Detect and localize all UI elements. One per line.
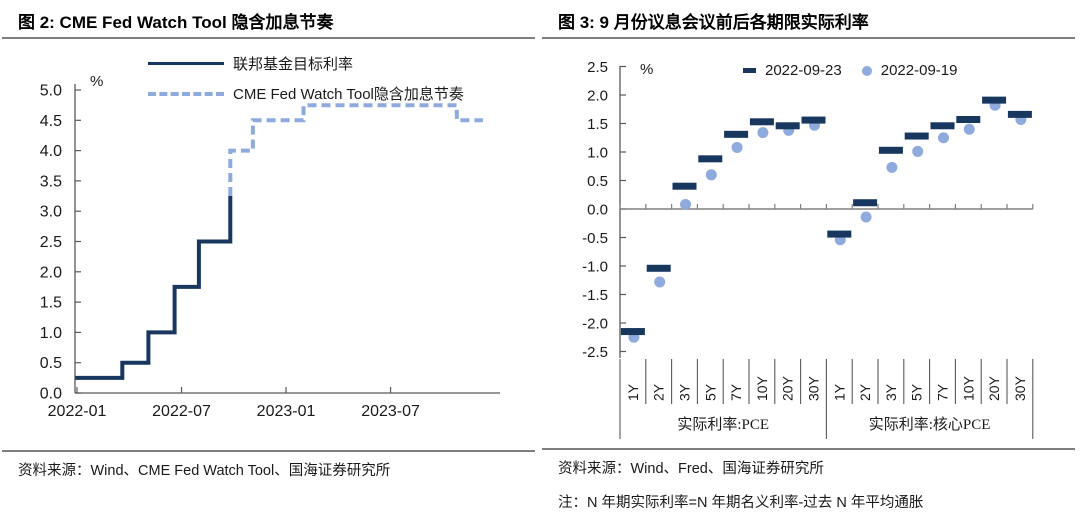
figure-3-bottom-rule	[542, 448, 1075, 450]
svg-text:-1.0: -1.0	[582, 259, 608, 276]
svg-text:2.5: 2.5	[40, 234, 62, 251]
figure-3-panel: 图 3: 9 月份议息会议前后各期限实际利率 2.5 2.0 1.5 1.0 0.5 0.…	[540, 0, 1080, 528]
svg-text:2Y: 2Y	[857, 383, 873, 401]
legend-item-2022-09-23: 2022-09-23	[743, 62, 842, 79]
svg-text:2.0: 2.0	[587, 88, 608, 105]
real-rates-scatter-chart: 2.5 2.0 1.5 1.0 0.5 0.0 -0.5 -1.0 -1.5 -2.0 -2.5% 1…	[582, 59, 1034, 439]
dashed-line-marker	[148, 91, 224, 96]
figure-3-title-rule	[542, 37, 1075, 39]
svg-text:2.5: 2.5	[587, 59, 608, 76]
svg-text:5.0: 5.0	[40, 83, 62, 100]
svg-text:1.5: 1.5	[587, 116, 608, 133]
svg-text:1Y: 1Y	[831, 383, 847, 401]
figure-2-source: 资料来源：Wind、CME Fed Watch Tool、国海证券研究所	[18, 463, 391, 479]
svg-text:2023-07: 2023-07	[361, 403, 420, 420]
figure-2-title: 图 2: CME Fed Watch Tool 隐含加息节奏	[18, 13, 334, 32]
solid-line-marker	[148, 62, 224, 65]
svg-text:5Y: 5Y	[909, 383, 925, 401]
svg-text:7Y: 7Y	[728, 383, 744, 401]
svg-text:0.0: 0.0	[40, 386, 62, 403]
svg-text:10Y: 10Y	[754, 375, 770, 401]
svg-text:20Y: 20Y	[780, 375, 796, 401]
svg-text:2022-01: 2022-01	[48, 403, 107, 420]
legend-label-fed-funds: 联邦基金目标利率	[233, 56, 354, 73]
svg-text:2022-07: 2022-07	[152, 403, 211, 420]
svg-text:0.5: 0.5	[40, 355, 62, 372]
figure-3-note: 注：N 年期实际利率=N 年期名义利率-过去 N 年平均通胀	[558, 495, 924, 511]
svg-text:-2.0: -2.0	[582, 316, 608, 333]
svg-text:3Y: 3Y	[677, 383, 693, 401]
svg-text:4.5: 4.5	[40, 113, 62, 130]
svg-text:2Y: 2Y	[651, 383, 667, 401]
svg-text:3.0: 3.0	[40, 204, 62, 221]
figure-3-legend: 2022-09-23 2022-09-19	[743, 62, 957, 79]
svg-text:-0.5: -0.5	[582, 230, 608, 247]
figure-2-legend: 联邦基金目标利率 CME Fed Watch Tool隐含加息节奏	[148, 53, 464, 104]
legend-label-0919: 2022-09-19	[880, 62, 958, 79]
legend-label-cme-implied: CME Fed Watch Tool隐含加息节奏	[233, 86, 464, 103]
svg-text:1.0: 1.0	[587, 145, 608, 162]
svg-text:%: %	[640, 61, 653, 78]
legend-item-cme-implied: CME Fed Watch Tool隐含加息节奏	[148, 83, 464, 104]
figure-3-title: 图 3: 9 月份议息会议前后各期限实际利率	[558, 13, 869, 32]
legend-label-0923: 2022-09-23	[765, 62, 842, 79]
svg-text:20Y: 20Y	[986, 375, 1002, 401]
svg-text:3.5: 3.5	[40, 173, 62, 190]
svg-text:30Y: 30Y	[806, 375, 822, 401]
svg-text:-1.5: -1.5	[582, 287, 608, 304]
figure-2-title-rule	[2, 37, 535, 39]
figure-2-panel: 图 2: CME Fed Watch Tool 隐含加息节奏 5.0 4.5 4.0…	[2, 13, 535, 479]
dot-marker-icon	[861, 65, 872, 76]
figure-2-bottom-rule	[2, 450, 535, 452]
svg-text:实际利率:核心PCE: 实际利率:核心PCE	[869, 416, 991, 433]
svg-text:1.5: 1.5	[40, 295, 62, 312]
figure-3-source: 资料来源：Wind、Fred、国海证券研究所	[558, 461, 824, 477]
legend-item-fed-funds-rate: 联邦基金目标利率	[148, 53, 464, 74]
dash-marker-icon	[743, 68, 756, 73]
svg-text:30Y: 30Y	[1012, 375, 1028, 401]
svg-text:2.0: 2.0	[40, 264, 62, 281]
svg-text:5Y: 5Y	[702, 383, 718, 401]
svg-text:4.0: 4.0	[40, 143, 62, 160]
svg-text:1Y: 1Y	[625, 383, 641, 401]
svg-text:0.5: 0.5	[587, 173, 608, 190]
svg-text:3Y: 3Y	[883, 383, 899, 401]
svg-text:实际利率:PCE: 实际利率:PCE	[677, 416, 769, 433]
svg-text:7Y: 7Y	[935, 383, 951, 401]
svg-text:1.0: 1.0	[40, 325, 62, 342]
svg-text:-2.5: -2.5	[582, 344, 608, 361]
legend-item-2022-09-19: 2022-09-19	[861, 62, 958, 79]
svg-text:10Y: 10Y	[960, 375, 976, 401]
fed-hike-step-chart: 5.0 4.5 4.0 3.5 3.0 2.5 2.0 1.5 1.0 0.5 0.02022-01…	[40, 73, 500, 420]
svg-text:2023-01: 2023-01	[257, 403, 316, 420]
svg-text:0.0: 0.0	[587, 202, 608, 219]
svg-text:%: %	[90, 73, 103, 90]
